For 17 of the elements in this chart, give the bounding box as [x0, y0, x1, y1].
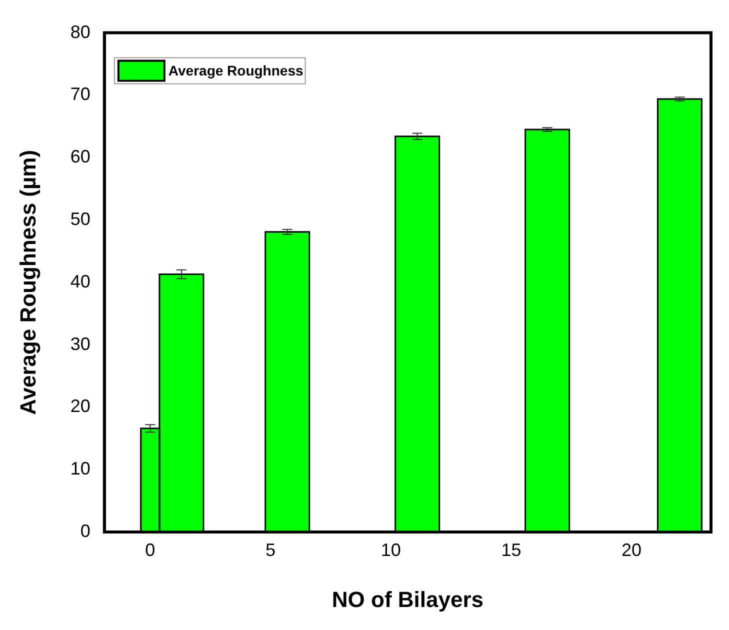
x-tick-label: 0: [145, 540, 156, 560]
y-tick-label: 0: [80, 520, 90, 541]
y-tick-label: 30: [70, 334, 90, 354]
x-tick-label: 10: [380, 540, 401, 560]
legend-label: Average Roughness: [168, 62, 304, 79]
x-tick-label: 15: [501, 540, 522, 560]
y-tick-label: 40: [70, 271, 90, 292]
y-axis-title: Average Roughness (µm): [15, 150, 40, 415]
x-tick-label: 5: [266, 540, 276, 560]
y-tick-label: 50: [70, 208, 90, 229]
x-tick-label: 20: [622, 540, 642, 560]
y-tick-label: 20: [70, 396, 90, 416]
y-tick-label: 80: [70, 22, 90, 42]
y-tick-label: 10: [70, 458, 90, 479]
y-tick-label: 60: [70, 146, 90, 167]
x-axis-title: NO of Bilayers: [332, 586, 484, 612]
y-tick-label: 70: [70, 84, 90, 104]
